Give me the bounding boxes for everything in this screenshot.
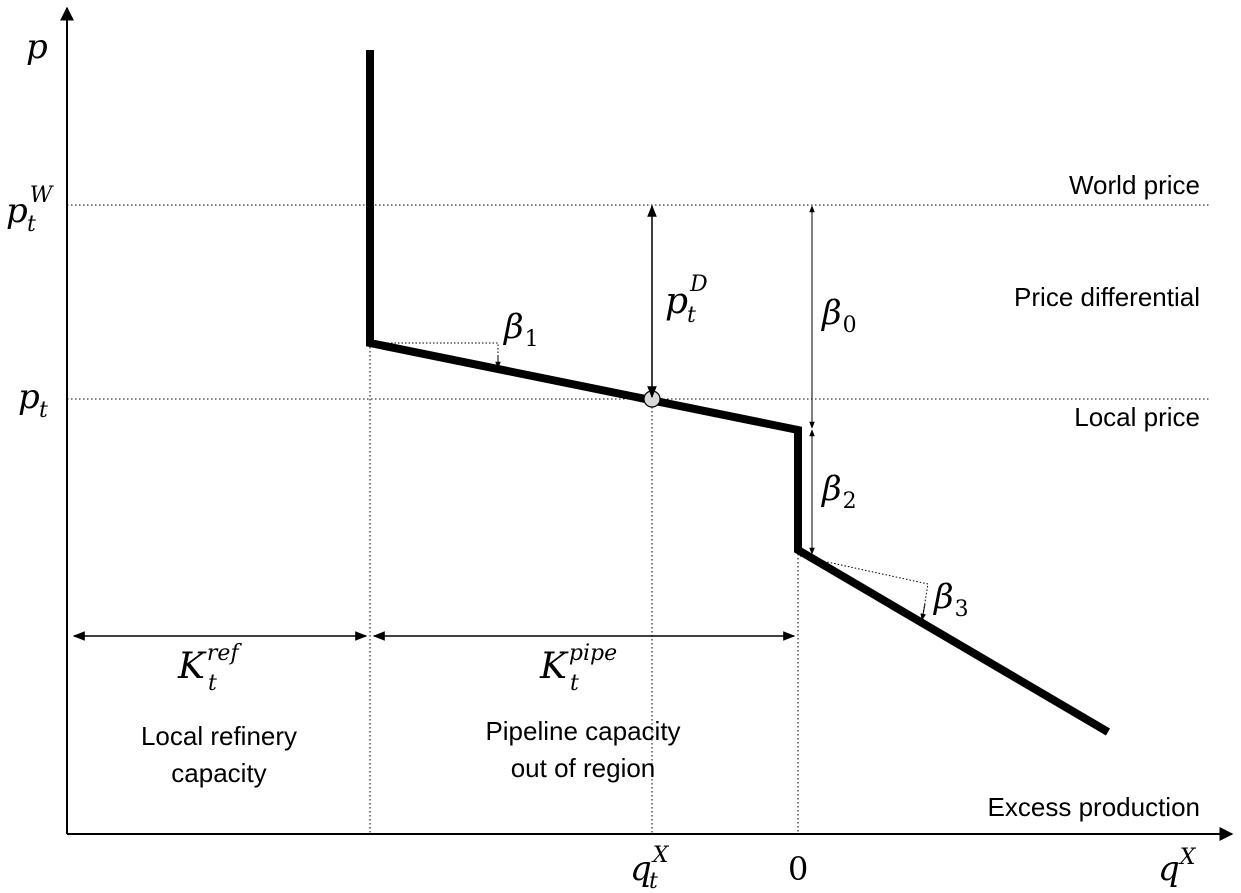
k-ref-symbol: Kref <box>177 641 242 687</box>
beta0-label: β0 <box>820 293 857 338</box>
qtx-tick-subscript: t <box>649 869 658 893</box>
beta3-slope-arrow <box>920 603 926 621</box>
world-price-symbol: pW <box>6 183 55 231</box>
y-axis-label: p <box>26 27 48 67</box>
world-price-label: World price <box>1069 170 1200 200</box>
local-price-subscript: t <box>39 398 48 423</box>
pipeline-label-line1: Pipeline capacity <box>485 716 680 746</box>
k-pipe-symbol: Kpipe <box>539 641 617 687</box>
zero-tick: 0 <box>788 850 808 888</box>
local-refinery-label-line1: Local refinery <box>141 721 297 751</box>
k-pipe-subscript: t <box>570 671 579 696</box>
beta2-label: β2 <box>820 469 857 514</box>
excess-supply-curve <box>366 50 1111 736</box>
world-price-subscript: t <box>27 212 36 237</box>
price-differential-subscript: t <box>687 303 696 328</box>
local-price-label: Local price <box>1074 402 1200 432</box>
beta1-label: β1 <box>502 307 539 352</box>
local-refinery-label-line2: capacity <box>171 758 266 788</box>
local-price-symbol: p <box>18 377 40 417</box>
beta3-label: β3 <box>932 577 969 622</box>
price-differential-label: Price differential <box>1014 282 1200 312</box>
pipeline-label-line2: out of region <box>511 753 656 783</box>
k-ref-subscript: t <box>208 671 217 696</box>
qtx-tick-symbol: qX <box>630 843 670 889</box>
x-axis-label: qX <box>1158 845 1197 889</box>
price-differential-symbol: pD <box>665 272 708 322</box>
excess-production-label: Excess production <box>988 792 1200 822</box>
